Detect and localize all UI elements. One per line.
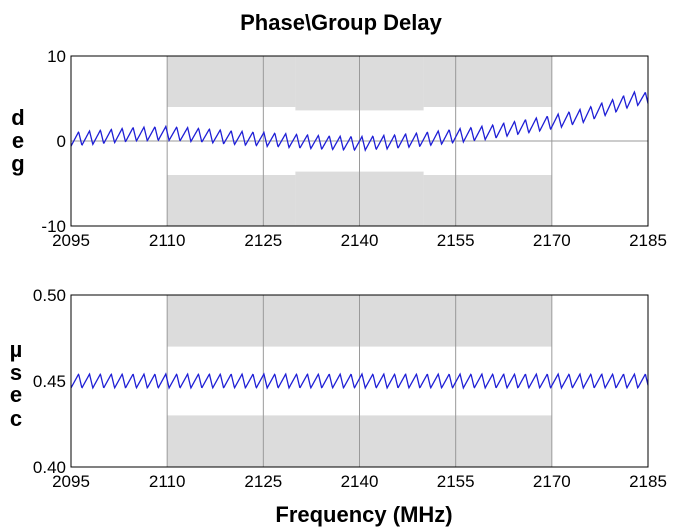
phase-y-tick-label: 0 (57, 132, 66, 151)
group-delay-y-axis-label-char: e (10, 382, 22, 407)
phase-x-tick-label: 2185 (629, 231, 667, 250)
phase-x-tick-label: 2170 (533, 231, 571, 250)
phase-mask-upper-0 (167, 56, 296, 107)
phase-x-tick-label: 2110 (149, 231, 186, 250)
group-delay-x-tick-label: 2155 (437, 472, 475, 491)
phase-mask-lower-2 (423, 175, 552, 226)
group-delay-y-tick-label: 0.45 (33, 372, 66, 391)
phase-y-axis-label-char: g (11, 151, 24, 176)
group-delay-y-axis-label-char: µ (10, 337, 23, 362)
phase-panel: 10 0 -10 2095 2110 2125 2140 2155 2170 2185 deg (11, 47, 667, 250)
group-delay-panel: 0.50 0.45 0.40 2095 2110 2125 2140 2155 2170 218… (10, 286, 667, 491)
group-delay-series-line (70, 372, 649, 390)
phase-plot-frame (70, 55, 649, 227)
phase-mask-upper-2 (423, 56, 552, 107)
group-delay-x-tick-label: 2110 (149, 472, 186, 491)
phase-y-axis-label-char: d (11, 105, 24, 130)
phase-x-tick-label: 2140 (341, 231, 379, 250)
group-delay-y-axis-label-char: c (10, 406, 22, 431)
phase-x-tick-label: 2095 (52, 231, 90, 250)
phase-y-tick-label: -10 (41, 217, 66, 236)
group-delay-y-axis-label-char: s (10, 360, 22, 385)
phase-y-tick-label: 10 (47, 47, 66, 66)
x-axis-label: Frequency (MHz) (275, 502, 452, 527)
phase-x-tick-label: 2155 (437, 231, 475, 250)
group-delay-plot-frame (70, 294, 649, 468)
group-delay-y-tick-label: 0.40 (33, 458, 66, 477)
chart-title: Phase\Group Delay (240, 10, 443, 35)
group-delay-x-tick-label: 2140 (341, 472, 379, 491)
group-delay-x-tick-label: 2095 (52, 472, 90, 491)
phase-series-line (70, 90, 649, 152)
group-delay-y-tick-label: 0.50 (33, 286, 66, 305)
phase-y-axis-label-char: e (12, 128, 24, 153)
phase-mask-lower-0 (167, 175, 296, 226)
group-delay-x-tick-label: 2125 (244, 472, 282, 491)
group-delay-x-tick-label: 2170 (533, 472, 571, 491)
group-delay-x-tick-label: 2185 (629, 472, 667, 491)
phase-x-tick-label: 2125 (244, 231, 282, 250)
